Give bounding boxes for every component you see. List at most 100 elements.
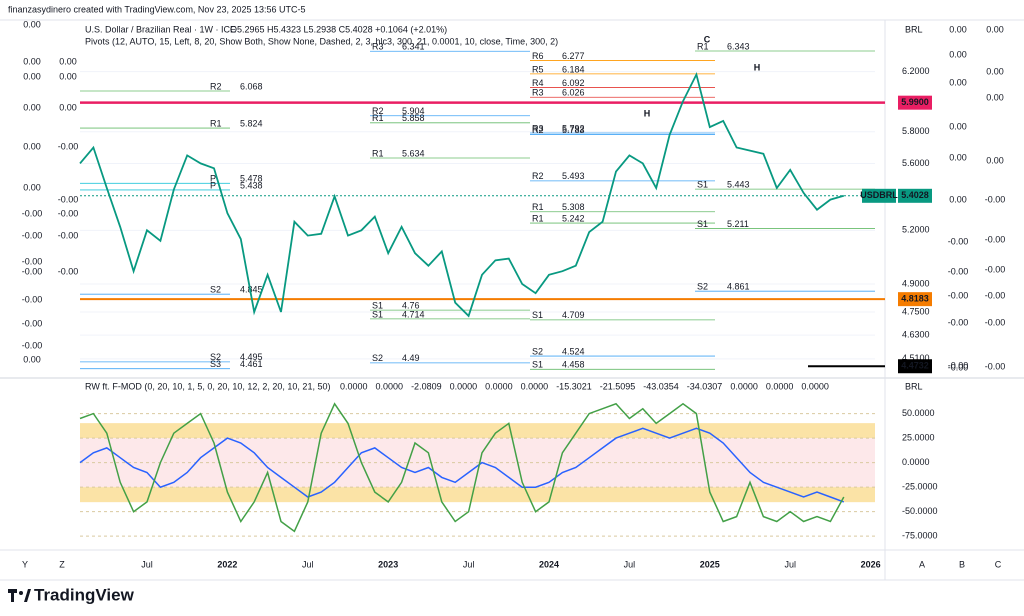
pivot-label: R5	[532, 64, 544, 74]
pivot-value: 5.634	[402, 148, 425, 158]
price-badge	[898, 95, 932, 110]
footer-brand: TradingView	[34, 585, 135, 604]
zone-upper	[80, 423, 875, 439]
y-tick-label: 50.0000	[902, 408, 935, 418]
left-scale-label: -0.00	[22, 318, 43, 328]
x-tick-label: Jul	[463, 559, 475, 569]
pivot-value: 6.068	[240, 81, 263, 91]
pivot-label: R2	[372, 106, 384, 116]
symbol-badge	[862, 188, 896, 203]
pivot-label: R1	[532, 202, 544, 212]
pivot-label: P	[210, 180, 216, 190]
pivot-value: 5.493	[562, 171, 585, 181]
pivot-label: R1	[697, 41, 709, 51]
x-tick-label: 2022	[217, 559, 237, 569]
pivot-label: R1	[372, 113, 384, 123]
pivot-value: 4.709	[562, 310, 585, 320]
series-line	[79, 402, 845, 533]
pivot-value: 4.49	[402, 353, 420, 363]
right-scale-label: -0.00	[948, 236, 969, 246]
pivot-label: S2	[532, 346, 543, 356]
pivot-label: S1	[697, 179, 708, 189]
pivot-label: R2	[532, 171, 544, 181]
legend-value: 0.0000	[801, 381, 829, 391]
left-scale-label: 0.00	[23, 354, 41, 364]
pivot-label: S1	[372, 301, 383, 311]
y-tick-label: -25.0000	[902, 482, 938, 492]
pivot-value: 6.277	[562, 51, 585, 61]
right-scale-label: -0.00	[948, 360, 969, 370]
legend-value: 0.0000	[730, 381, 758, 391]
pivot-value: 5.308	[562, 202, 585, 212]
y-tick-label: 5.2000	[902, 225, 930, 235]
left-scale-label: -0.00	[22, 294, 43, 304]
left-scale-label: -0.00	[58, 141, 79, 151]
pivot-value: 4.458	[562, 360, 585, 370]
header: finanzasydinero created with TradingView…	[8, 4, 306, 14]
pivot-value: 5.211	[727, 219, 749, 229]
price-badge-label: 4.4732	[901, 361, 929, 371]
y-tick-label: 4.6300	[902, 330, 930, 340]
right-scale-label: 0.00	[986, 155, 1004, 165]
pivot-value: 6.092	[562, 78, 585, 88]
pivot-label: R1	[372, 148, 384, 158]
right-scale-label: -0.00	[948, 266, 969, 276]
x-tick-label: Jul	[141, 559, 153, 569]
y-tick-label: 4.9000	[902, 278, 930, 288]
legend-value: 0.0000	[766, 381, 794, 391]
legend-value: -2.0809	[411, 381, 442, 391]
pivot-value: 5.478	[240, 174, 263, 184]
price-badge	[898, 292, 932, 307]
corner-letter: C	[995, 559, 1002, 569]
y-tick-label: 4.5100	[902, 353, 930, 363]
right-scale-label: -0.00	[985, 290, 1006, 300]
pivot-value: 5.242	[562, 213, 585, 223]
x-tick-label: Jul	[784, 559, 796, 569]
pivot-label: R1	[210, 118, 222, 128]
corner-letter: A	[919, 559, 925, 569]
pivot-label: S2	[697, 282, 708, 292]
right-scale-label: 0.00	[986, 24, 1004, 34]
legend-value: 0.0000	[485, 381, 513, 391]
pivot-value: 5.443	[727, 179, 750, 189]
left-scale-label: -0.00	[58, 208, 79, 218]
pivot-label: R3	[532, 123, 544, 133]
x-tick-label: Jul	[624, 559, 636, 569]
currency-label: BRL	[905, 24, 923, 34]
legend-value: 0.0000	[521, 381, 549, 391]
right-scale-label: 0.00	[986, 66, 1004, 76]
pivot-label: P	[210, 174, 216, 184]
legend-value: -34.0307	[687, 381, 723, 391]
x-tick-label: 2025	[700, 559, 720, 569]
right-scale-label: 0.00	[949, 24, 967, 34]
right-scale-label: 0.00	[949, 49, 967, 59]
right-scale-label: -0.00	[985, 194, 1006, 204]
pivot-label: S1	[372, 309, 383, 319]
x-tick-label: Jul	[302, 559, 314, 569]
y-tick-label: 5.8000	[902, 126, 930, 136]
pivot-label: R2	[532, 125, 544, 135]
left-scale-label: 0.00	[23, 182, 41, 192]
right-scale-label: 0.00	[949, 77, 967, 87]
pivot-label: S1	[697, 219, 708, 229]
left-scale-label: -0.00	[22, 230, 43, 240]
left-scale-label: 0.00	[59, 102, 77, 112]
pivot-value: 6.184	[562, 64, 585, 74]
pivot-label: S1	[532, 360, 543, 370]
corner-letter: Y	[22, 559, 28, 569]
legend-value: 0.0000	[340, 381, 368, 391]
pivot-value: 5.792	[562, 123, 585, 133]
pivot-value: 4.861	[727, 282, 750, 292]
wave-annotation: H	[644, 108, 651, 118]
left-scale-label: 0.00	[23, 19, 41, 29]
pivot-value: 4.495	[240, 352, 263, 362]
pivot-value: 6.343	[727, 41, 750, 51]
price-badge-label: 5.4028	[901, 190, 929, 200]
left-scale-label: 0.00	[23, 141, 41, 151]
legend-value: -43.0354	[643, 381, 679, 391]
ohlc: O5.2965 H5.4323 L5.2938 C5.4028 +0.1064 …	[230, 24, 447, 34]
left-scale-label: -0.00	[22, 256, 43, 266]
corner-letter: B	[959, 559, 965, 569]
x-tick-label: 2024	[539, 559, 559, 569]
